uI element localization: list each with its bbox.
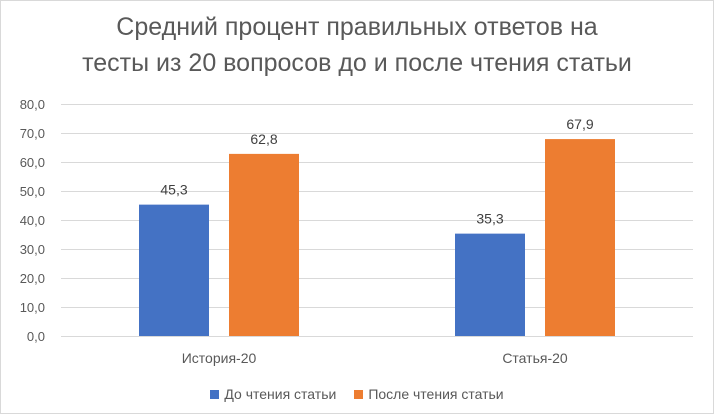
data-label-series-1-cat-2: 35,3 (476, 211, 503, 227)
legend-item-series-2: После чтения статьи (354, 385, 504, 403)
chart-legend: До чтения статьи После чтения статьи (1, 385, 713, 403)
legend-label-series-1: До чтения статьи (224, 386, 337, 402)
legend-label-series-2: После чтения статьи (368, 386, 504, 402)
x-category-label-2: Статья-20 (502, 350, 568, 366)
bar-series-1-cat-1 (139, 204, 209, 336)
chart-title-line-2: тесты из 20 вопросов до и после чтения с… (82, 49, 632, 77)
x-category-label-1: История-20 (182, 350, 257, 366)
data-label-series-2-cat-1: 62,8 (250, 131, 277, 147)
y-tick-label-1: 10,0 (20, 300, 45, 315)
bar-series-2-cat-1 (229, 153, 299, 336)
chart-title-line-1: Средний процент правильных ответов на (116, 13, 598, 41)
bar-series-1-cat-2 (455, 233, 525, 336)
y-tick-label-3: 30,0 (20, 242, 45, 257)
y-tick-label-6: 60,0 (20, 155, 45, 170)
y-tick-label-2: 20,0 (20, 271, 45, 286)
data-label-series-1-cat-1: 45,3 (160, 182, 187, 198)
y-tick-label-4: 40,0 (20, 213, 45, 228)
chart-title: Средний процент правильных ответов на те… (1, 9, 713, 81)
bar-series-2-cat-2 (545, 139, 615, 336)
y-tick-label-5: 50,0 (20, 184, 45, 199)
legend-swatch-series-1 (210, 389, 220, 399)
y-tick-label-0: 0,0 (27, 329, 45, 344)
data-label-series-2-cat-2: 67,9 (566, 116, 593, 132)
legend-swatch-series-2 (354, 389, 364, 399)
legend-item-series-1: До чтения статьи (210, 385, 336, 403)
y-tick-label-8: 80,0 (20, 97, 45, 112)
y-tick-label-7: 70,0 (20, 126, 45, 141)
